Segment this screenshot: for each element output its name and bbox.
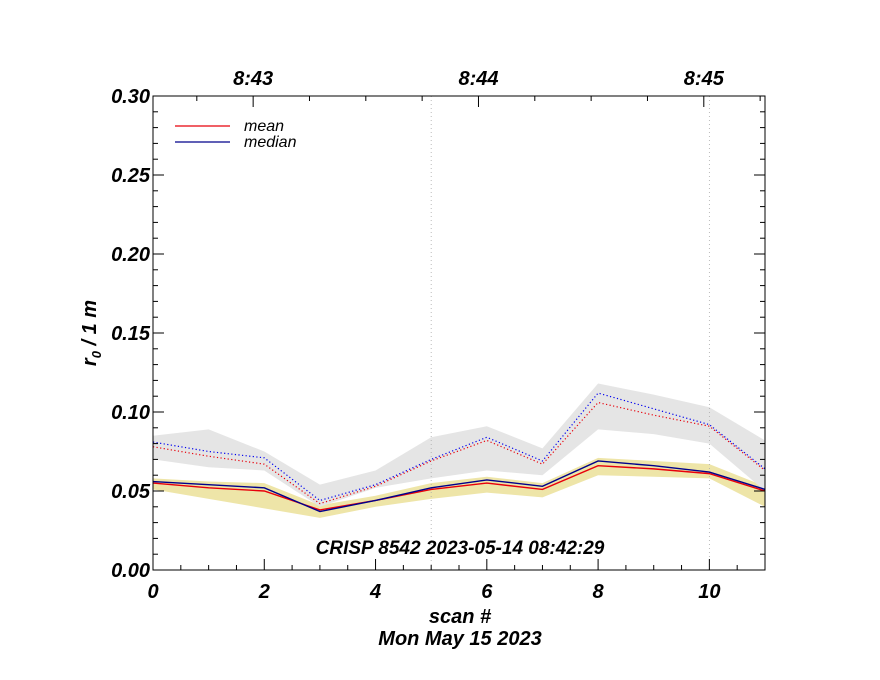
band-0 [153,457,765,518]
series-line-3 [153,392,765,502]
chart-annotation: CRISP 8542 2023-05-14 08:42:29 [316,538,605,559]
y-tick-label: 0.25 [111,165,151,187]
top-axis-time-label: 8:45 [684,68,725,90]
x-axis-title: scan # [429,606,492,628]
y-axis-title: r0 / 1 m [79,300,104,366]
x-tick-label: 0 [147,581,158,603]
data-series [153,392,765,513]
axis-ticks [152,95,766,571]
y-tick-label: 0.15 [111,323,151,345]
y-tick-label: 0.00 [111,560,150,582]
y-tick-label: 0.05 [111,481,151,503]
series-line-0 [153,465,765,511]
y-axis-title-subscript: 0 [89,350,104,358]
axis-tick-labels: 0.00 0.05 0.10 0.15 0.20 0.25 0.30 0 2 4 6 8 10 8:43 8… [111,68,725,603]
y-tick-label: 0.20 [111,244,150,266]
legend-label-median: median [244,134,297,151]
x-tick-label: 8 [593,581,605,603]
x-tick-label: 4 [369,581,381,603]
y-tick-label: 0.10 [111,402,150,424]
series-line-1 [153,460,765,513]
top-axis-time-label: 8:44 [458,68,498,90]
x-tick-label: 10 [698,581,720,603]
x-tick-label: 2 [258,581,270,603]
y-axis-title-suffix: / 1 m [79,300,101,351]
x-tick-label: 6 [481,581,493,603]
y-tick-label: 0.30 [111,86,150,108]
confidence-bands [153,383,765,518]
band-1 [153,383,765,507]
legend: mean median [175,118,297,151]
date-label: Mon May 15 2023 [378,628,541,650]
vertical-reference-lines [430,96,710,570]
y-axis-title-main: r [79,357,101,366]
series-line-2 [153,401,765,505]
top-axis-time-label: 8:43 [233,68,273,90]
legend-label-mean: mean [244,118,284,135]
